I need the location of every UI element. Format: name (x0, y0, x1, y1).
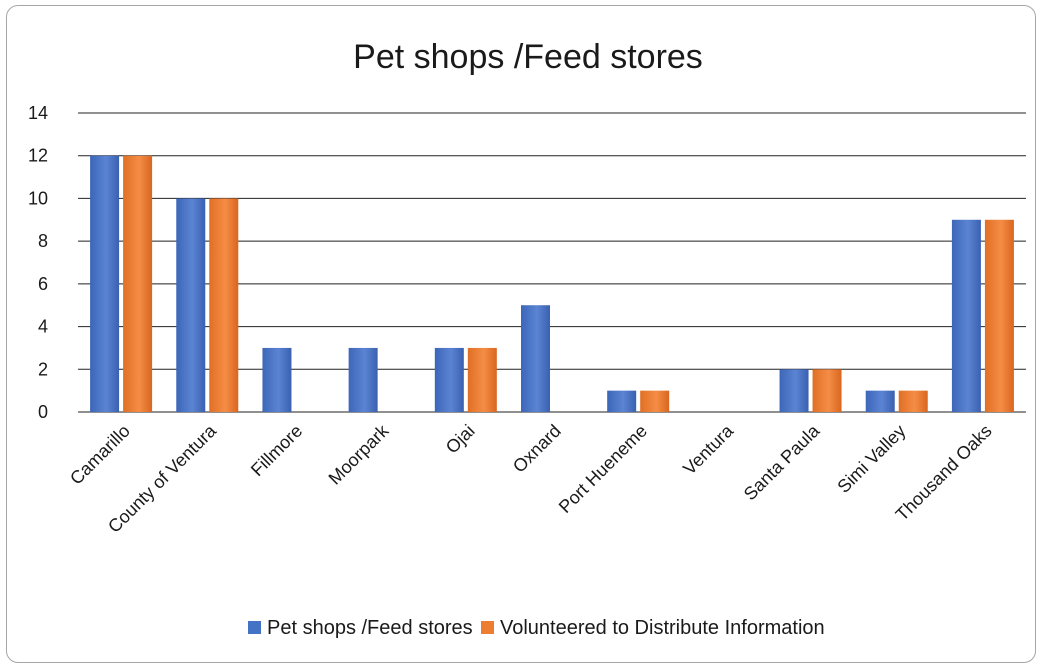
legend-swatch (248, 621, 261, 634)
legend-swatch (481, 621, 494, 634)
y-tick-label: 12 (28, 146, 48, 166)
legend-label: Pet shops /Feed stores (267, 617, 473, 639)
bar-pet-shops: Santa Paula: 2 (779, 369, 809, 412)
chart-title: Pet shops /Feed stores (353, 38, 703, 76)
x-tick-label: Camarillo (66, 421, 134, 489)
y-tick-label: 4 (38, 317, 48, 337)
bar-volunteered: Thousand Oaks: 9 (984, 219, 1014, 412)
x-tick-label: Moorpark (325, 420, 394, 489)
x-tick-label: Ojai (442, 421, 479, 458)
bar-pet-shops: Moorpark: 3 (348, 347, 378, 412)
y-tick-label: 14 (28, 103, 48, 123)
bar-pet-shops: Oxnard: 5 (521, 305, 550, 412)
y-tick-label: 2 (38, 359, 48, 379)
y-tick-label: 6 (38, 274, 48, 294)
legend-label: Volunteered to Distribute Information (500, 617, 825, 639)
bar-volunteered: Santa Paula: 2 (812, 369, 842, 412)
x-tick-label: Ventura (679, 420, 738, 479)
bar-pet-shops: Ojai: 3 (434, 347, 464, 412)
y-tick-label: 8 (38, 231, 48, 251)
y-tick-label: 10 (28, 188, 48, 208)
x-tick-label: Fillmore (247, 421, 306, 480)
bar-pet-shops: Thousand Oaks: 9 (951, 219, 981, 412)
bar-pet-shops: Port Hueneme: 1 (607, 390, 637, 412)
bar-volunteered: Port Hueneme: 1 (640, 390, 670, 412)
bar-volunteered: Simi Valley: 1 (898, 390, 928, 412)
bar-volunteered: County of Ventura: 10 (209, 198, 239, 412)
bar-pet-shops: Camarillo: 12 (90, 155, 120, 412)
bar-volunteered: Camarillo: 12 (123, 155, 153, 412)
bar-pet-shops: County of Ventura: 10 (176, 198, 206, 412)
x-tick-label: Oxnard (509, 421, 565, 477)
bar-volunteered: Ojai: 3 (467, 347, 497, 412)
bar-pet-shops: Fillmore: 3 (262, 347, 292, 412)
x-tick-label: Port Hueneme (555, 421, 651, 517)
x-tick-label: Santa Paula (740, 420, 824, 504)
x-tick-label: Simi Valley (833, 421, 909, 497)
y-tick-label: 0 (38, 402, 48, 422)
bar-pet-shops: Simi Valley: 1 (865, 390, 895, 412)
